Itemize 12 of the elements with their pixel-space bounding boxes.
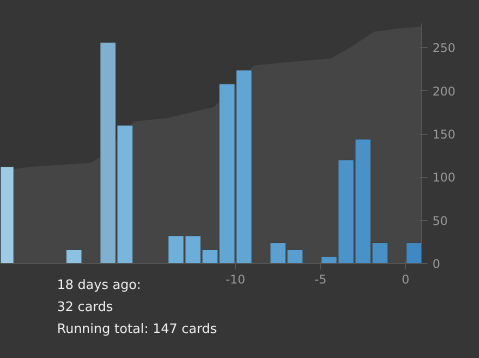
x-tick-label: -10 <box>226 272 246 286</box>
text: 32 cards <box>57 299 114 317</box>
y-tick-label: 250 <box>432 41 456 56</box>
y-tick-label: 200 <box>432 84 456 98</box>
y-tick-label: 0 <box>432 257 440 271</box>
x-tick-label: -5 <box>314 272 326 286</box>
y-tick-label: 100 <box>432 170 456 185</box>
text: Running total: 147 cards <box>57 321 217 339</box>
y-tick-label: 50 <box>432 214 448 228</box>
x-tick-label: 0 <box>402 272 410 286</box>
y-tick-label: 150 <box>432 128 456 142</box>
text: 18 days ago: <box>57 277 142 295</box>
